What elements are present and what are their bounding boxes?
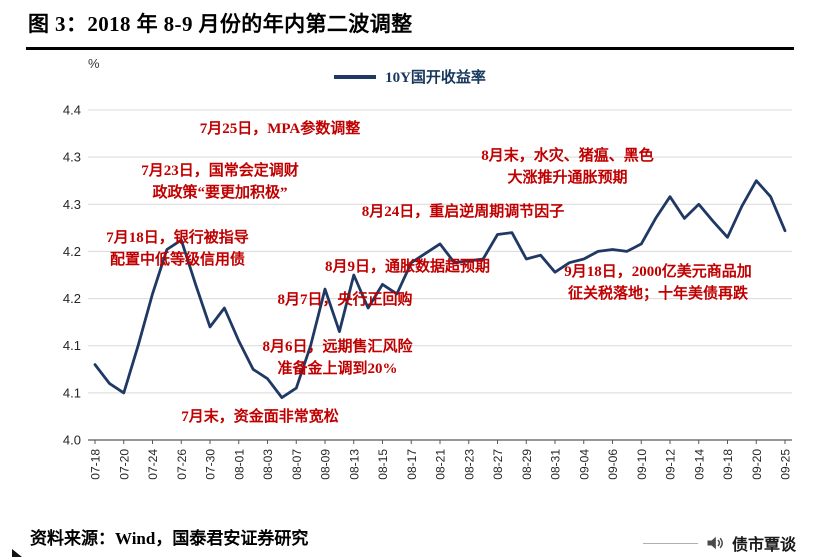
chart-annotation-10: 9月18日，2000亿美元商品加 征关税落地；十年美债再跌 (564, 264, 752, 302)
megaphone-icon (707, 536, 723, 550)
x-tick-label: 08-21 (434, 449, 448, 480)
x-tick-label: 07-30 (204, 449, 218, 480)
x-tick-label: 08-29 (520, 449, 534, 480)
figure-header: 图 3：2018 年 8-9 月份的年内第二波调整 (26, 4, 794, 50)
y-tick-label: 4.2 (63, 244, 81, 259)
y-tick-label: 4.2 (63, 291, 81, 306)
x-tick-label: 09-18 (721, 449, 735, 480)
legend-series-label: 10Y国开收益率 (385, 70, 486, 86)
chart-annotation-8: 8月6日，远期售汇风险 准备金上调到20% (262, 339, 413, 377)
x-tick-label: 09-04 (577, 449, 591, 480)
chart-annotation-3: 7月18日，银行被指导 配置中低等级信用债 (106, 230, 249, 268)
legend-line-swatch (334, 74, 377, 79)
y-tick-label: 4.0 (63, 433, 81, 448)
x-tick-label: 09-12 (664, 449, 678, 480)
x-tick-label: 07-20 (117, 449, 131, 480)
x-tick-label: 09-25 (779, 449, 793, 480)
x-tick-label: 09-10 (635, 449, 649, 480)
y-axis-unit-label: % (88, 56, 100, 71)
x-tick-label: 08-07 (290, 449, 304, 480)
x-tick-label: 08-31 (549, 449, 563, 480)
x-tick-label: 08-13 (347, 449, 361, 480)
page-corner-mark (12, 549, 22, 557)
data-source-note: 资料来源：Wind，国泰君安证券研究 (30, 529, 309, 548)
x-tick-label: 08-17 (405, 449, 419, 480)
chart-annotation-2: 7月23日，国常会定调财 政政策“要更加积极” (141, 163, 299, 201)
y-tick-label: 4.4 (63, 103, 81, 118)
x-tick-label: 08-09 (319, 449, 333, 480)
y-tick-label: 4.1 (63, 338, 81, 353)
wechat-account-badge: 债市覃谈 (642, 531, 796, 555)
x-tick-label: 08-01 (232, 449, 246, 480)
chart-annotation-1: 7月25日，MPA参数调整 (199, 121, 361, 137)
x-tick-label: 08-27 (491, 449, 505, 480)
x-tick-label: 09-20 (750, 449, 764, 480)
chart-annotation-5: 8月末，水灾、猪瘟、黑色 大涨推升通胀预期 (481, 148, 654, 186)
y-tick-label: 4.3 (63, 150, 81, 165)
x-tick-label: 07-18 (89, 449, 103, 480)
x-tick-label: 08-03 (261, 449, 275, 480)
x-tick-label: 08-23 (462, 449, 476, 480)
series-line-10y-cdb-yield (93, 179, 787, 400)
figure-title: 图 3：2018 年 8-9 月份的年内第二波调整 (28, 12, 413, 36)
x-tick-label: 08-15 (376, 449, 390, 480)
y-tick-label: 4.1 (63, 385, 81, 400)
chart-annotation-9: 7月末，资金面非常宽松 (181, 409, 339, 425)
x-tick-label: 07-26 (175, 449, 189, 480)
wechat-account-name: 债市覃谈 (731, 537, 796, 554)
x-tick-label: 09-06 (606, 449, 620, 480)
x-tick-label: 09-14 (692, 449, 706, 480)
chart-annotation-6: 8月9日，通胀数据超预期 (324, 259, 490, 275)
chart-legend: 10Y国开收益率 (0, 66, 820, 87)
chart-annotation-7: 8月7日，央行正回购 (277, 292, 413, 308)
chart-annotation-4: 8月24日，重启逆周期调节因子 (361, 204, 565, 220)
y-tick-label: 4.3 (63, 197, 81, 212)
x-tick-label: 07-24 (146, 449, 160, 480)
separator-rule (642, 542, 698, 544)
